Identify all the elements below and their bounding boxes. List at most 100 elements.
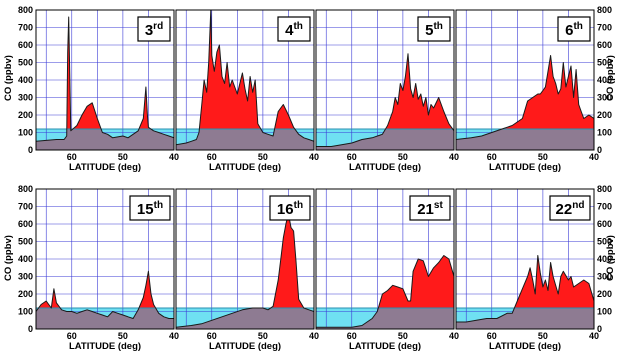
x-tick-label: 60 xyxy=(67,331,77,341)
y-axis-label-left-top: CO (ppbv) xyxy=(3,55,14,101)
co-background-area xyxy=(36,129,174,150)
x-tick-label: 60 xyxy=(207,331,217,341)
y-tick-label: 100 xyxy=(18,307,33,317)
x-tick-label: 40 xyxy=(309,152,319,162)
y-tick-label: 200 xyxy=(597,289,612,299)
x-tick-label: 50 xyxy=(398,331,408,341)
plot-frame xyxy=(175,188,315,330)
panel-day-5: 5th 60 50 40 LATITUDE (deg) xyxy=(315,9,459,173)
co-profile-line xyxy=(176,10,314,146)
panel-title: 16th xyxy=(277,200,303,218)
x-axis-label: LATITUDE (deg) xyxy=(69,341,141,352)
panel-title-suffix: th xyxy=(433,21,442,32)
co-background-area xyxy=(316,129,454,150)
panel-title-box xyxy=(277,16,311,42)
y-tick-label: 700 xyxy=(18,23,33,33)
panel-title: 6th xyxy=(565,21,583,39)
x-tick-label: 60 xyxy=(487,331,497,341)
panel-title-box xyxy=(549,195,591,221)
co-profile-line xyxy=(176,213,314,328)
y-tick-label: 300 xyxy=(597,272,612,282)
co-profile-line xyxy=(316,53,454,147)
plot-frame xyxy=(455,9,595,151)
x-tick-label: 50 xyxy=(398,152,408,162)
panel-title-box xyxy=(409,195,451,221)
y-tick-label: 500 xyxy=(597,58,612,68)
panel-day-3: 3rd 60 50 40 LATITUDE (deg) 0 100 200 300 400 500 6… xyxy=(18,5,179,173)
panel-title-number: 16 xyxy=(277,201,294,218)
panel-title-box xyxy=(129,195,171,221)
y-tick-label: 600 xyxy=(18,219,33,229)
y-tick-label: 100 xyxy=(597,128,612,138)
panel-title: 15th xyxy=(137,200,163,218)
x-tick-label: 40 xyxy=(589,331,599,341)
x-tick-label: 50 xyxy=(118,331,128,341)
panel-day-4: 4th 60 50 40 LATITUDE (deg) xyxy=(175,9,319,173)
panel-day-15: 15th 60 50 40 LATITUDE (deg) 0 100 200 300 400 500… xyxy=(18,184,179,352)
panel-title-number: 21 xyxy=(417,201,434,218)
co-enhancement-area xyxy=(199,10,295,129)
co-profile-line xyxy=(456,55,594,140)
x-axis-label: LATITUDE (deg) xyxy=(209,341,281,352)
panel-title-box xyxy=(269,195,311,221)
y-tick-label: 200 xyxy=(18,289,33,299)
y-tick-label: 0 xyxy=(597,145,602,155)
y-tick-label: 500 xyxy=(18,237,33,247)
y-tick-label: 700 xyxy=(597,23,612,33)
y-tick-label: 400 xyxy=(18,75,33,85)
y-tick-label: 400 xyxy=(18,254,33,264)
y-tick-label: 600 xyxy=(18,40,33,50)
panel-title-box xyxy=(137,16,171,42)
y-tick-label: 300 xyxy=(597,93,612,103)
panel-title-box xyxy=(417,16,451,42)
panel-day-21: 21st 60 50 40 LATITUDE (deg) xyxy=(315,188,459,352)
co-profile-line xyxy=(36,16,174,142)
co-profile-line xyxy=(456,255,594,323)
co-enhancement-area xyxy=(252,213,304,308)
co-background-area xyxy=(176,308,314,329)
panel-title: 4th xyxy=(285,21,303,39)
x-tick-label: 50 xyxy=(118,152,128,162)
y-tick-label: 500 xyxy=(597,237,612,247)
y-tick-label: 0 xyxy=(28,324,33,334)
y-tick-label: 200 xyxy=(597,110,612,120)
panel-title-number: 6 xyxy=(565,22,573,39)
y-tick-label: 700 xyxy=(18,202,33,212)
panel-title-suffix: nd xyxy=(572,200,584,211)
y-tick-label: 0 xyxy=(28,145,33,155)
x-tick-label: 50 xyxy=(258,331,268,341)
y-tick-label: 400 xyxy=(597,254,612,264)
x-axis-label: LATITUDE (deg) xyxy=(209,162,281,173)
x-axis-label: LATITUDE (deg) xyxy=(349,341,421,352)
plot-frame xyxy=(455,188,595,330)
co-background-area xyxy=(36,308,174,329)
plot-frame xyxy=(315,188,455,330)
panel-title-suffix: th xyxy=(573,21,582,32)
x-axis-label: LATITUDE (deg) xyxy=(489,341,561,352)
panel-day-16: 16th 60 50 40 LATITUDE (deg) xyxy=(175,188,319,352)
plot-frame xyxy=(35,188,175,330)
co-background-area xyxy=(176,129,314,150)
co-background-area xyxy=(456,129,594,150)
y-tick-label: 300 xyxy=(18,93,33,103)
co-enhancement-area xyxy=(38,271,156,308)
co-background-area xyxy=(316,308,454,329)
y-tick-label: 0 xyxy=(597,324,602,334)
co-background-area xyxy=(456,308,594,329)
x-tick-label: 60 xyxy=(487,152,497,162)
y-tick-label: 800 xyxy=(597,5,612,15)
x-axis-label: LATITUDE (deg) xyxy=(69,162,141,173)
x-tick-label: 60 xyxy=(347,152,357,162)
panel-day-6: 6th 60 50 40 LATITUDE (deg) 0 100 200 300 400 500 6… xyxy=(455,5,612,173)
panel-title-number: 4 xyxy=(285,22,294,39)
panel-title-suffix: rd xyxy=(153,21,163,32)
y-tick-label: 100 xyxy=(597,307,612,317)
co-enhancement-area xyxy=(378,255,454,308)
x-tick-label: 50 xyxy=(538,152,548,162)
y-tick-label: 600 xyxy=(597,40,612,50)
x-axis-label: LATITUDE (deg) xyxy=(489,162,561,173)
plot-frame xyxy=(35,9,175,151)
y-axis-label-right-top: CO (ppbv) xyxy=(605,55,616,101)
